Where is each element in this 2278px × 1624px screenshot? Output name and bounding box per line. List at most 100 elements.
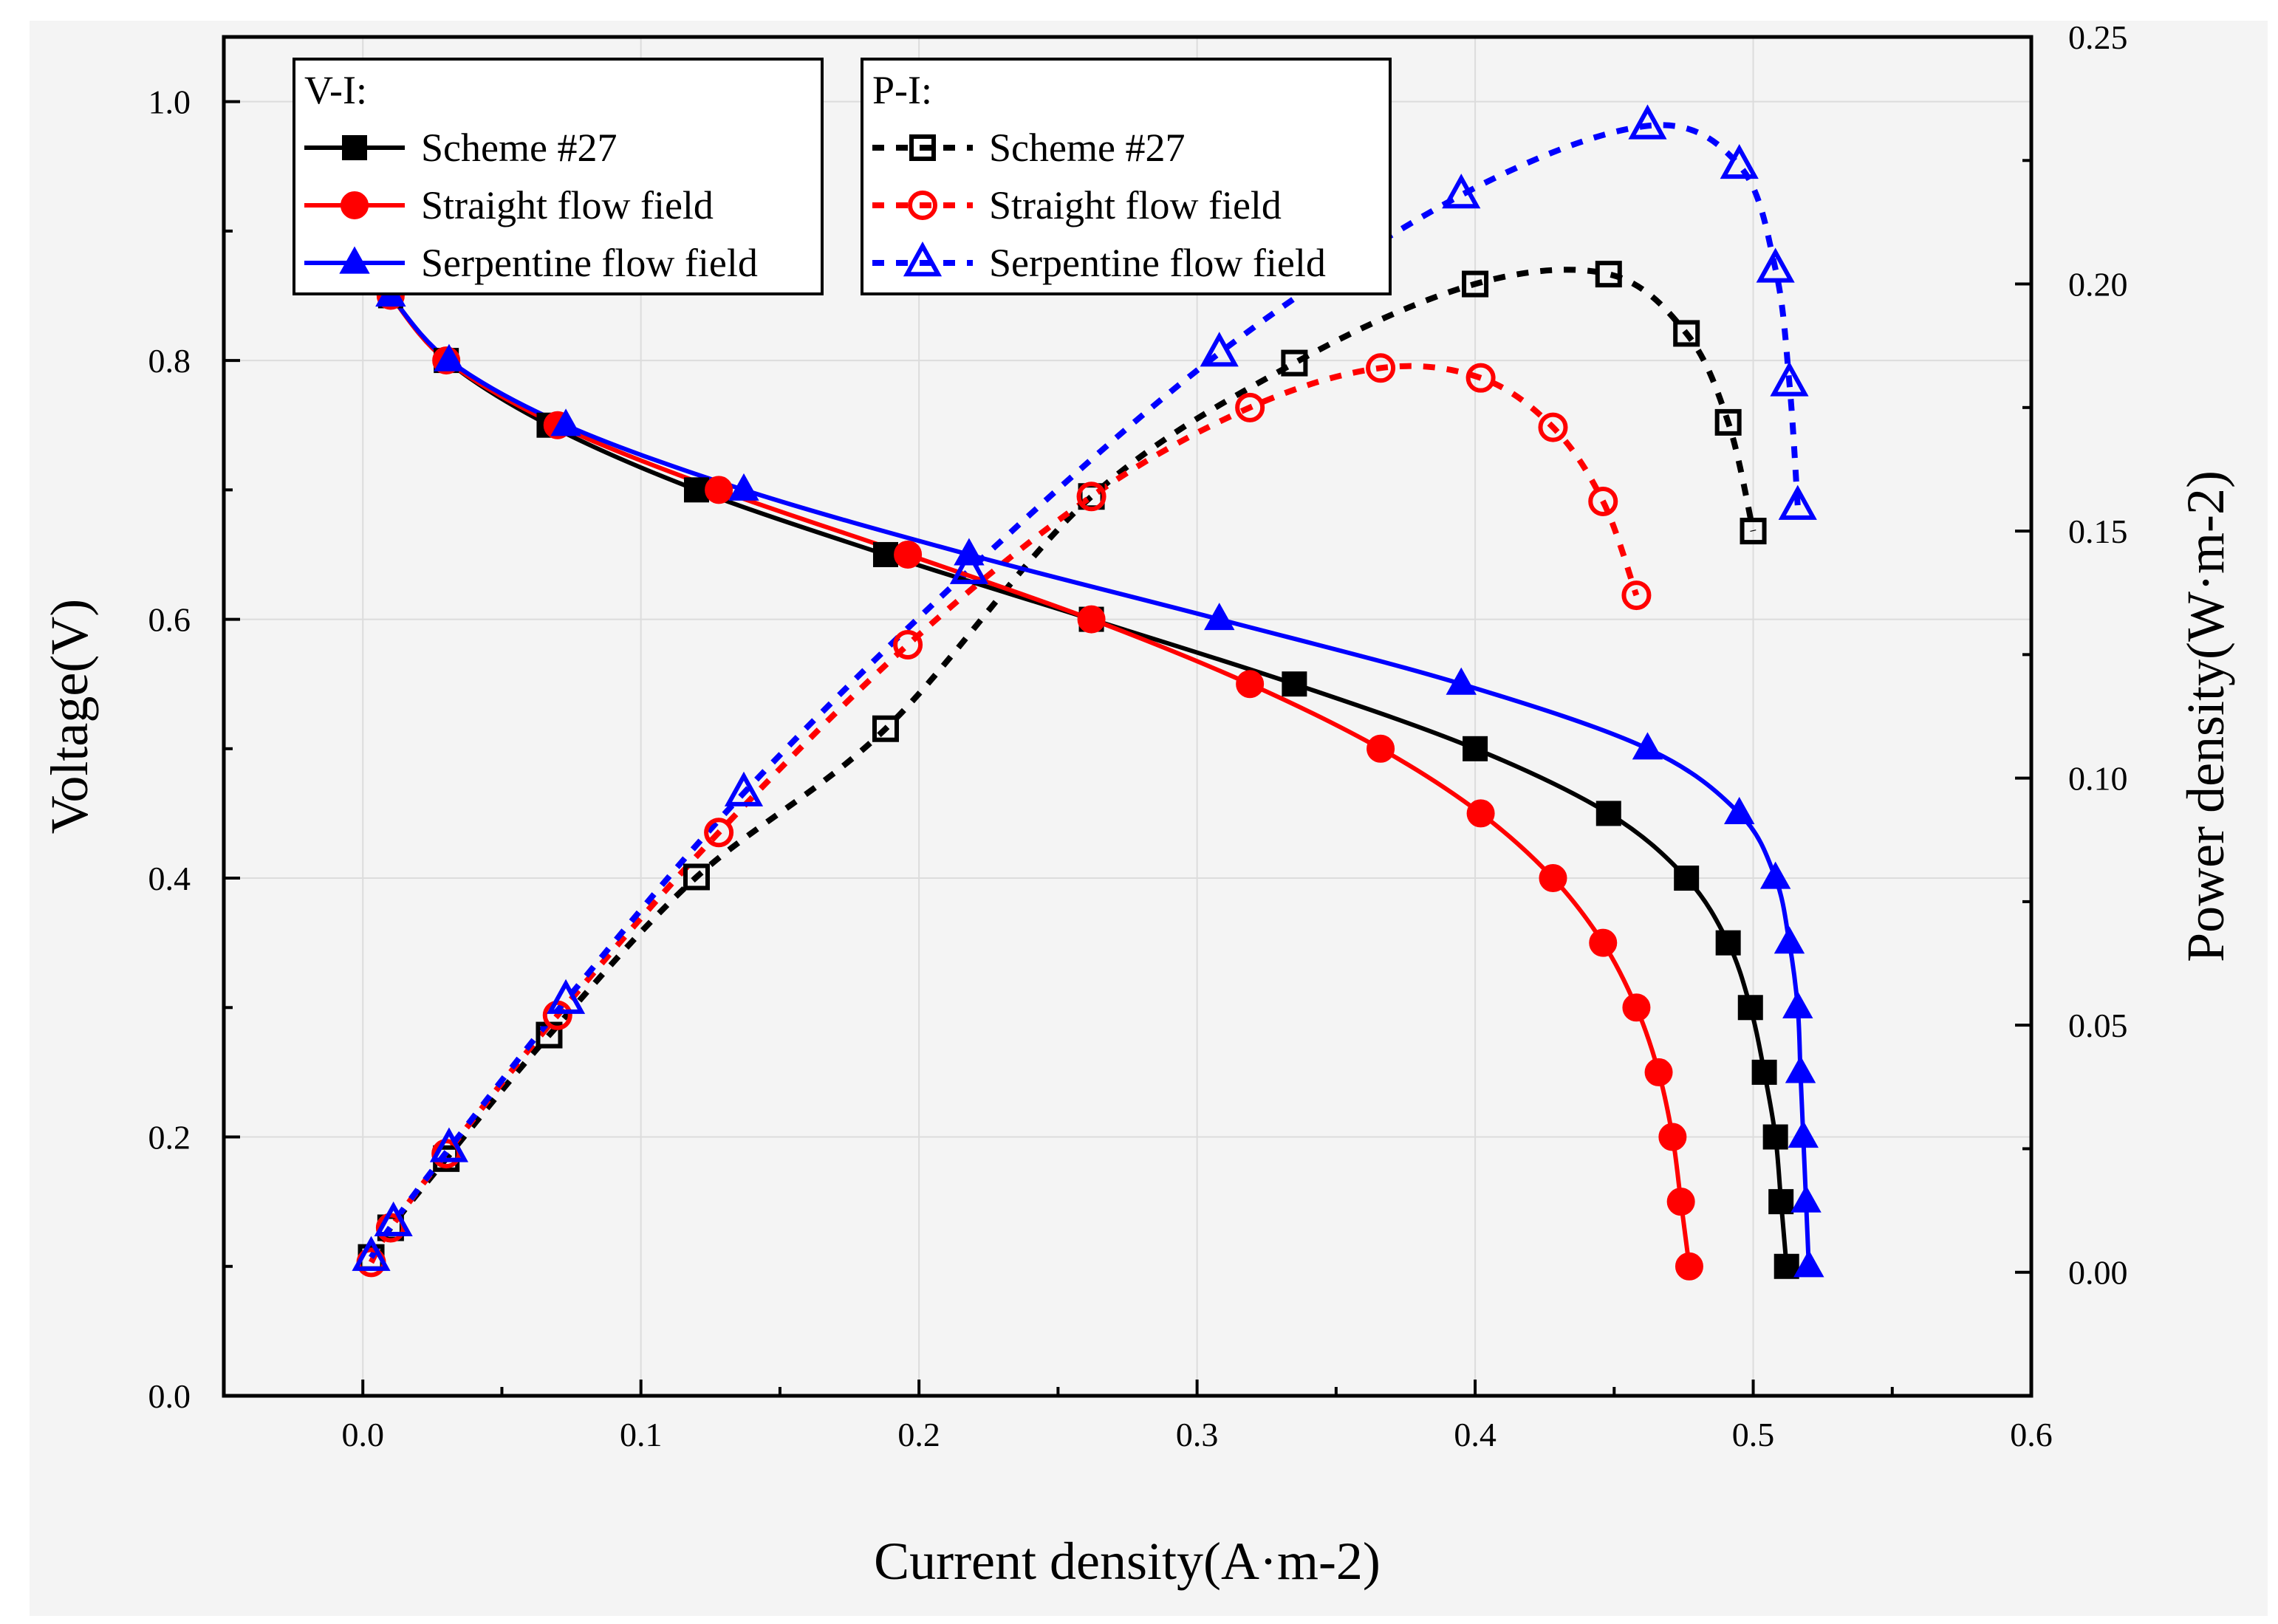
vi-point-straight-flow-field — [1466, 799, 1495, 828]
legend-vi-title: V-I: — [304, 68, 367, 112]
legend-vi-label-serpentine-flow-field: Serpentine flow field — [421, 241, 758, 285]
pi-point-serpentine-flow-field — [1778, 484, 1817, 520]
vi-point-scheme-27 — [683, 477, 709, 503]
y2-tick-label: 0.20 — [2068, 266, 2128, 304]
pi-point-scheme-27 — [1462, 270, 1489, 298]
vi-point-straight-flow-field — [1077, 605, 1106, 634]
vi-point-straight-flow-field — [705, 476, 733, 504]
pi-point-straight-flow-field — [893, 629, 923, 659]
x-axis-title: Current density(A·m-2) — [874, 1532, 1381, 1591]
pi-point-serpentine-flow-field — [429, 1127, 469, 1162]
y-tick-label: 0.8 — [148, 342, 191, 380]
legend-pi-marker-straight-flow-field — [908, 191, 937, 220]
legend-pi-title: P-I: — [872, 68, 932, 112]
vi-point-serpentine-flow-field — [550, 408, 581, 436]
pi-point-straight-flow-field — [1076, 482, 1106, 512]
legend-pi-marker-scheme-27 — [909, 134, 936, 161]
plot-frame — [222, 35, 2034, 1398]
pi-point-serpentine-flow-field — [352, 1236, 391, 1271]
pi-point-serpentine-flow-field — [1200, 332, 1239, 367]
legend-pi-box — [861, 58, 1392, 295]
vi-point-serpentine-flow-field — [1632, 732, 1663, 760]
legend-vi-marker-serpentine-flow-field — [339, 246, 370, 274]
pi-point-straight-flow-field — [1235, 392, 1265, 422]
vi-point-serpentine-flow-field — [1782, 990, 1813, 1018]
pi-point-serpentine-flow-field — [546, 979, 586, 1014]
vi-point-scheme-27 — [1282, 671, 1307, 697]
pi-point-serpentine-flow-field — [949, 549, 989, 584]
pi-point-scheme-27 — [872, 715, 899, 742]
vi-point-serpentine-flow-field — [1774, 926, 1805, 954]
power-markers — [352, 104, 1817, 1278]
axes: 0.0 0.1 0.2 0.3 0.4 0.5 0.6 0.0 0.2 0.4 0.6 0.8 1.0 0… — [148, 18, 2128, 1453]
vi-point-straight-flow-field — [1367, 734, 1395, 763]
pi-point-scheme-27 — [1714, 408, 1742, 436]
pi-point-scheme-27 — [1740, 518, 1767, 545]
vi-point-serpentine-flow-field — [1790, 1185, 1822, 1213]
pi-point-straight-flow-field — [1366, 353, 1396, 383]
vi-point-serpentine-flow-field — [434, 343, 465, 371]
vi-point-straight-flow-field — [1675, 1252, 1703, 1281]
x-tick-label: 0.5 — [1732, 1416, 1775, 1453]
vi-point-scheme-27 — [1751, 1059, 1777, 1085]
vi-point-serpentine-flow-field — [1788, 1120, 1819, 1148]
vi-point-serpentine-flow-field — [1759, 861, 1791, 889]
vi-point-straight-flow-field — [1644, 1058, 1673, 1086]
vi-point-straight-flow-field — [1236, 670, 1265, 699]
legend-vi-marker-straight-flow-field — [341, 191, 369, 219]
y-axis-title: Voltage(V) — [40, 599, 99, 835]
pi-point-scheme-27 — [1281, 349, 1308, 377]
pi-point-straight-flow-field — [1465, 363, 1496, 393]
vi-point-scheme-27 — [1674, 866, 1700, 891]
pi-point-scheme-27 — [1595, 261, 1622, 288]
pi-line-serpentine-flow-field — [369, 122, 1801, 1259]
pi-point-straight-flow-field — [1588, 486, 1618, 516]
pi-point-serpentine-flow-field — [1770, 361, 1809, 397]
x-tick-label: 0.4 — [1454, 1416, 1497, 1453]
voltage-markers — [375, 279, 1824, 1281]
vi-point-serpentine-flow-field — [1785, 1055, 1816, 1083]
x-tick-label: 0.1 — [620, 1416, 663, 1453]
y2-tick-label: 0.25 — [2068, 18, 2128, 56]
pi-point-scheme-27 — [683, 863, 710, 891]
vi-point-scheme-27 — [1774, 1253, 1799, 1279]
vi-point-straight-flow-field — [1539, 864, 1567, 893]
vi-point-straight-flow-field — [1589, 928, 1618, 957]
legend-vi-box — [293, 58, 824, 295]
pi-line-scheme-27 — [369, 267, 1757, 1259]
vi-point-straight-flow-field — [894, 540, 923, 569]
legend-pi-label-serpentine-flow-field: Serpentine flow field — [989, 241, 1326, 285]
pi-point-straight-flow-field — [704, 818, 734, 848]
y2-tick-label: 0.05 — [2068, 1007, 2128, 1044]
pi-line-straight-flow-field — [368, 363, 1640, 1264]
y-tick-label: 0.4 — [148, 860, 191, 897]
vi-point-serpentine-flow-field — [728, 473, 759, 501]
pi-point-serpentine-flow-field — [724, 771, 764, 806]
pi-point-straight-flow-field — [1621, 580, 1652, 611]
y2-axis-title: Power density(W·m-2) — [2176, 470, 2235, 962]
legend-pi-marker-serpentine-flow-field — [903, 241, 943, 277]
vi-point-serpentine-flow-field — [1446, 667, 1477, 695]
legend-vi-label-scheme-27: Scheme #27 — [421, 126, 617, 170]
x-tick-label: 0.0 — [341, 1416, 384, 1453]
legend-pi-label-scheme-27: Scheme #27 — [989, 126, 1185, 170]
vi-point-straight-flow-field — [1658, 1123, 1687, 1151]
y-tick-label: 1.0 — [148, 83, 191, 121]
vi-point-straight-flow-field — [1622, 993, 1651, 1022]
legend-pi: P-I: Scheme #27 Straight flow field Serpen… — [861, 58, 1392, 295]
pi-point-serpentine-flow-field — [1720, 143, 1759, 179]
vi-point-scheme-27 — [1737, 995, 1763, 1021]
vi-point-scheme-27 — [1762, 1124, 1788, 1150]
vi-point-serpentine-flow-field — [954, 538, 985, 566]
legend-vi-marker-scheme-27 — [342, 135, 367, 160]
legend-vi-label-straight-flow-field: Straight flow field — [421, 183, 714, 227]
x-tick-label: 0.6 — [2010, 1416, 2053, 1453]
pi-point-serpentine-flow-field — [1756, 247, 1795, 283]
pi-point-serpentine-flow-field — [374, 1201, 413, 1237]
vi-point-straight-flow-field — [1666, 1188, 1695, 1216]
vi-point-scheme-27 — [1715, 930, 1741, 956]
y2-tick-label: 0.00 — [2068, 1254, 2128, 1292]
pi-point-scheme-27 — [1673, 320, 1700, 347]
legend-pi-label-straight-flow-field: Straight flow field — [989, 183, 1282, 227]
